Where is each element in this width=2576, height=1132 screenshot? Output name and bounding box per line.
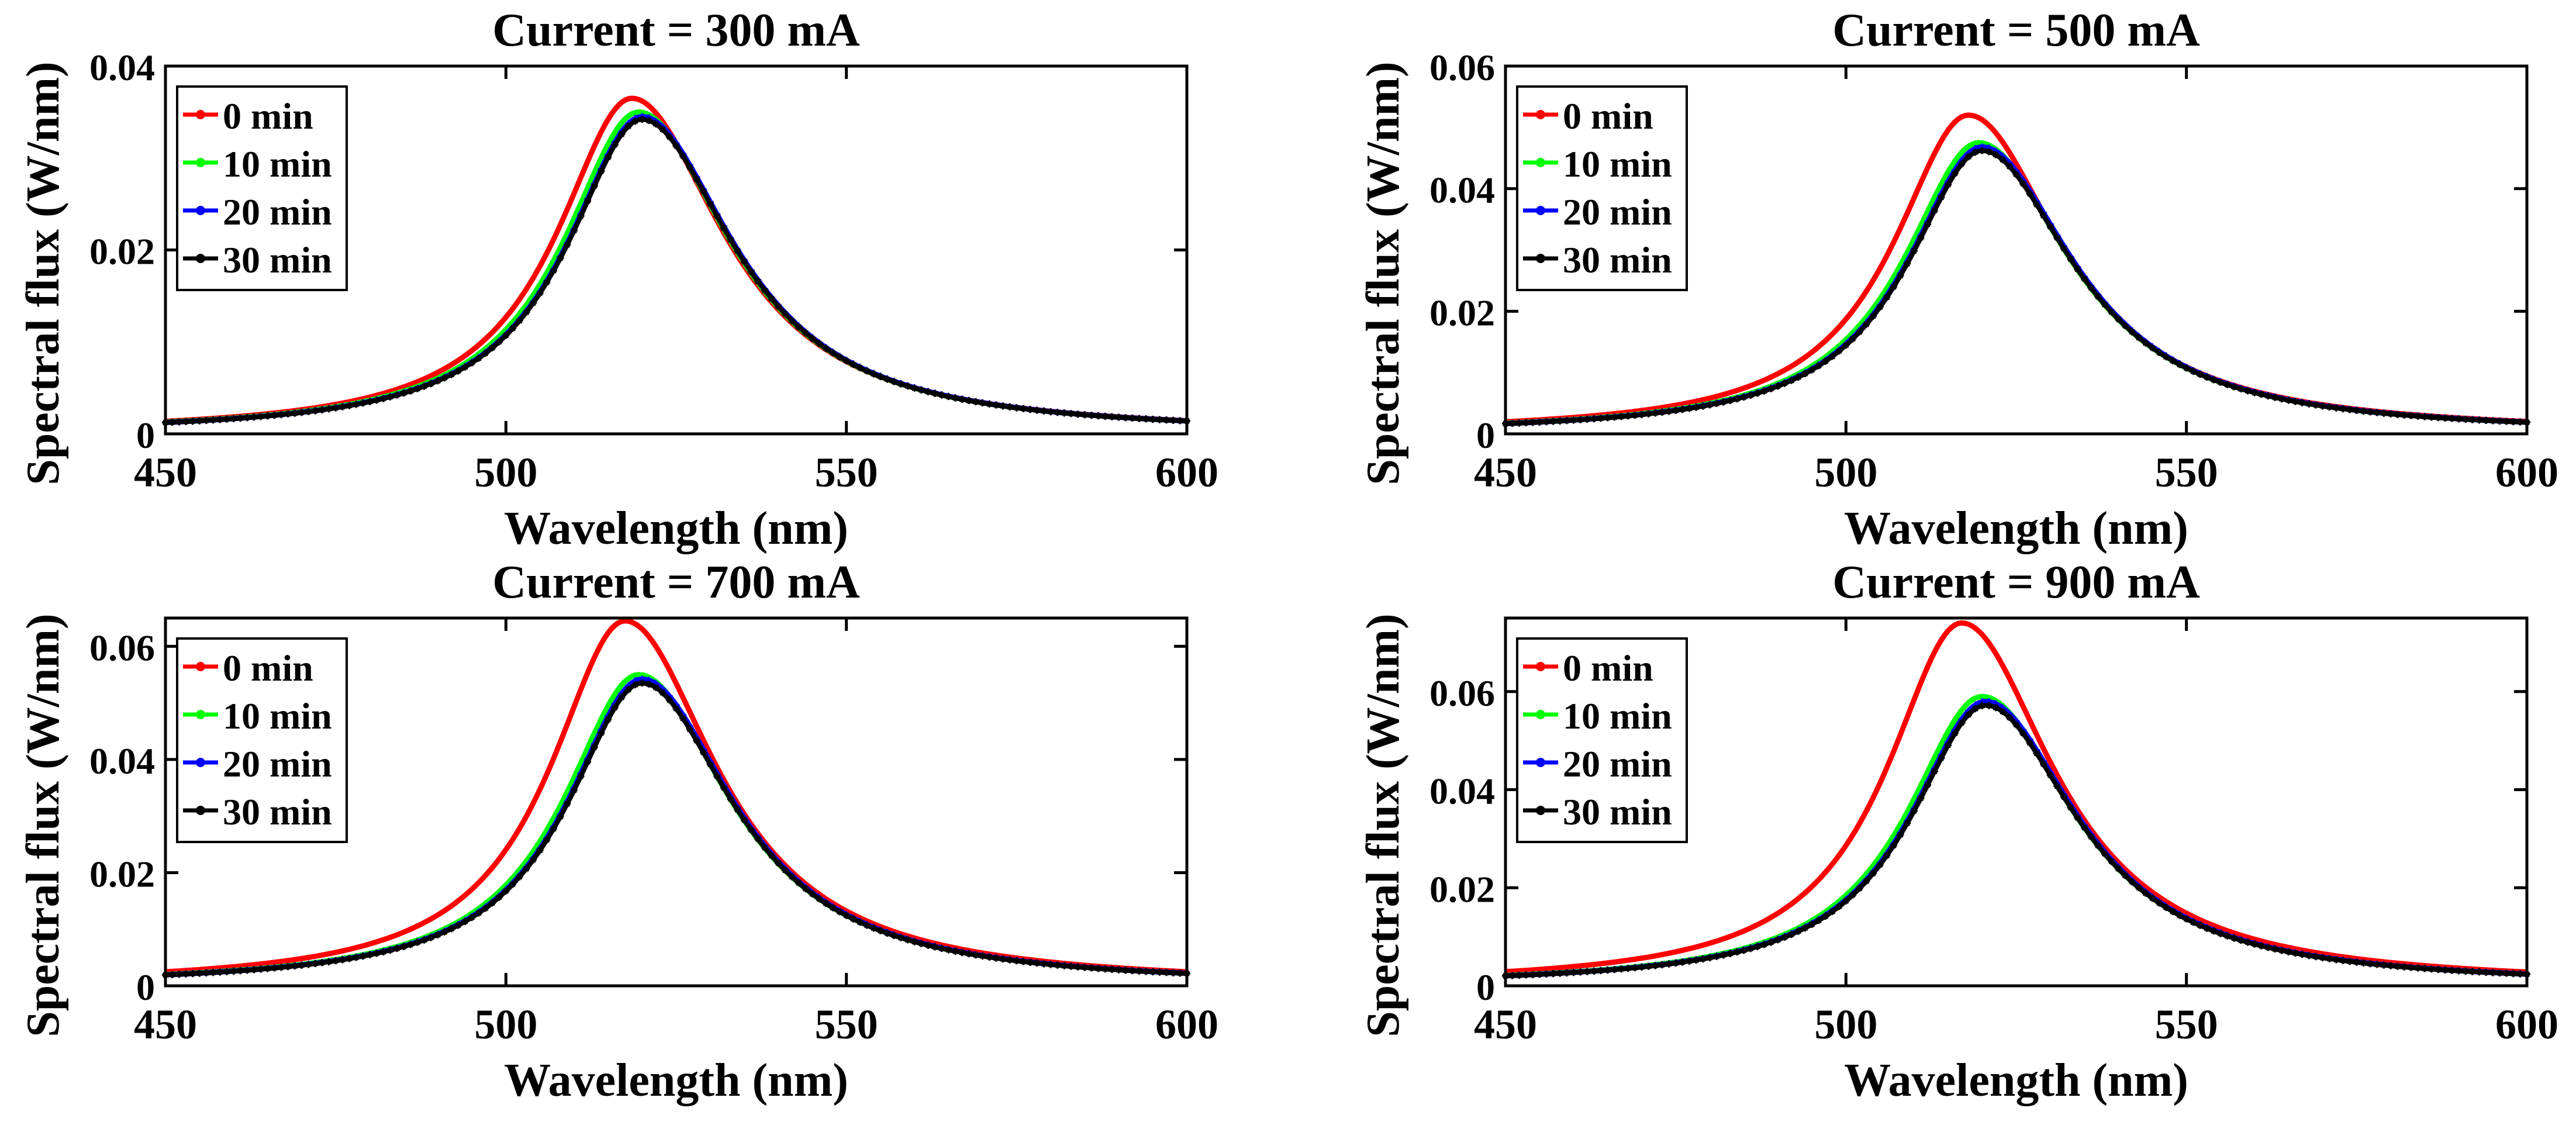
x-tick-label: 500 (1814, 1001, 1877, 1048)
y-tick-label: 0.04 (1429, 771, 1495, 812)
chart-title: Current = 700 mA (492, 557, 860, 608)
y-tick-label: 0 (1476, 967, 1495, 1008)
legend-marker (1536, 110, 1545, 119)
axes-frame (164, 616, 1189, 988)
legend-box (1516, 85, 1688, 291)
x-tick-label: 550 (815, 1001, 878, 1048)
x-tick-label: 600 (1155, 1001, 1218, 1048)
y-tick-label: 0 (136, 415, 155, 456)
x-axis-label: Wavelength (nm) (1844, 503, 2188, 554)
legend-label: 30 min (1563, 239, 1672, 281)
legend-label: 30 min (223, 791, 332, 833)
y-axis-label: Spectral flux (W/nm) (18, 61, 69, 485)
legend-label: 30 min (223, 239, 332, 281)
x-tick-label: 500 (474, 1001, 537, 1048)
chart-title: Current = 900 mA (1832, 557, 2200, 608)
x-tick-label: 550 (2155, 1001, 2218, 1048)
x-tick-label: 550 (815, 449, 878, 496)
y-axis-label: Spectral flux (W/nm) (1358, 61, 1409, 485)
legend-marker (1536, 758, 1545, 767)
y-tick-label: 0.04 (89, 740, 155, 782)
legend: 0 min 10 min 20 min 30 min (176, 637, 348, 843)
legend-label: 0 min (1563, 95, 1653, 137)
legend-marker (196, 806, 205, 815)
chart-title: Current = 300 mA (492, 5, 860, 56)
legend-marker (1536, 206, 1545, 215)
legend-marker (196, 758, 205, 767)
axes-frame (1504, 616, 2529, 988)
x-tick-label: 500 (1814, 449, 1877, 496)
x-tick-label: 500 (474, 449, 537, 496)
legend-box (176, 637, 348, 843)
legend-label: 10 min (1563, 695, 1672, 737)
legend-marker (1536, 158, 1545, 167)
x-tick-label: 450 (134, 449, 197, 496)
legend-label: 0 min (1563, 647, 1653, 689)
legend-marker (1536, 662, 1545, 671)
y-tick-label: 0.04 (89, 47, 155, 88)
legend-label: 20 min (1563, 743, 1672, 785)
y-tick-label: 0 (136, 967, 155, 1008)
chart-panel-3: Current = 700 mA 450 500 550 600 0 0.02 0.04 0.0… (18, 557, 1218, 1106)
legend: 0 min 10 min 20 min 30 min (1516, 85, 1688, 291)
legend-marker (196, 254, 205, 263)
legend-box (1516, 637, 1688, 843)
y-tick-label: 0.04 (1429, 170, 1495, 211)
legend-marker (196, 206, 205, 215)
legend-marker (1536, 806, 1545, 815)
legend-marker (196, 662, 205, 671)
y-tick-label: 0.02 (1429, 292, 1495, 333)
y-tick-label: 0.02 (1429, 868, 1495, 910)
legend-label: 10 min (223, 143, 332, 185)
legend-box (176, 85, 348, 291)
x-axis-label: Wavelength (nm) (1844, 1055, 2188, 1106)
x-tick-label: 450 (1474, 449, 1537, 496)
x-tick-label: 450 (1474, 1001, 1537, 1048)
y-tick-label: 0.02 (89, 853, 155, 895)
legend-label: 10 min (223, 695, 332, 737)
y-tick-label: 0.06 (89, 627, 155, 668)
chart-panel-2: Current = 500 mA 450 500 550 600 0 0.02 0.04 0.0… (1358, 5, 2558, 554)
x-tick-label: 600 (1155, 449, 1218, 496)
legend-label: 10 min (1563, 143, 1672, 185)
y-tick-label: 0.02 (89, 231, 155, 272)
legend-marker (196, 710, 205, 719)
x-tick-label: 600 (2495, 449, 2558, 496)
legend-label: 20 min (223, 191, 332, 233)
legend: 0 min 10 min 20 min 30 min (176, 85, 348, 291)
legend-marker (1536, 254, 1545, 263)
axes-frame (1504, 64, 2529, 436)
y-tick-label: 0 (1476, 415, 1495, 456)
x-axis-label: Wavelength (nm) (504, 503, 848, 554)
legend-label: 20 min (223, 743, 332, 785)
x-axis-label: Wavelength (nm) (504, 1055, 848, 1106)
y-axis-label: Spectral flux (W/nm) (1358, 613, 1409, 1037)
legend: 0 min 10 min 20 min 30 min (1516, 637, 1688, 843)
y-tick-label: 0.06 (1429, 672, 1495, 714)
legend-marker (196, 110, 205, 119)
chart-panel-1: Current = 300 mA 450 500 550 600 0 0.02 0.04 Wav… (18, 5, 1218, 554)
x-tick-label: 550 (2155, 449, 2218, 496)
legend-label: 0 min (223, 95, 313, 137)
legend-label: 20 min (1563, 191, 1672, 233)
chart-title: Current = 500 mA (1832, 5, 2200, 56)
legend-label: 0 min (223, 647, 313, 689)
legend-marker (196, 158, 205, 167)
legend-marker (1536, 710, 1545, 719)
series-30-min (162, 679, 1190, 979)
y-tick-label: 0.06 (1429, 47, 1495, 88)
x-tick-label: 450 (134, 1001, 197, 1048)
x-tick-label: 600 (2495, 1001, 2558, 1048)
y-axis-label: Spectral flux (W/nm) (18, 613, 69, 1037)
chart-panel-4: Current = 900 mA 450 500 550 600 0 0.02 0.04 0.0… (1358, 557, 2558, 1106)
legend-label: 30 min (1563, 791, 1672, 833)
